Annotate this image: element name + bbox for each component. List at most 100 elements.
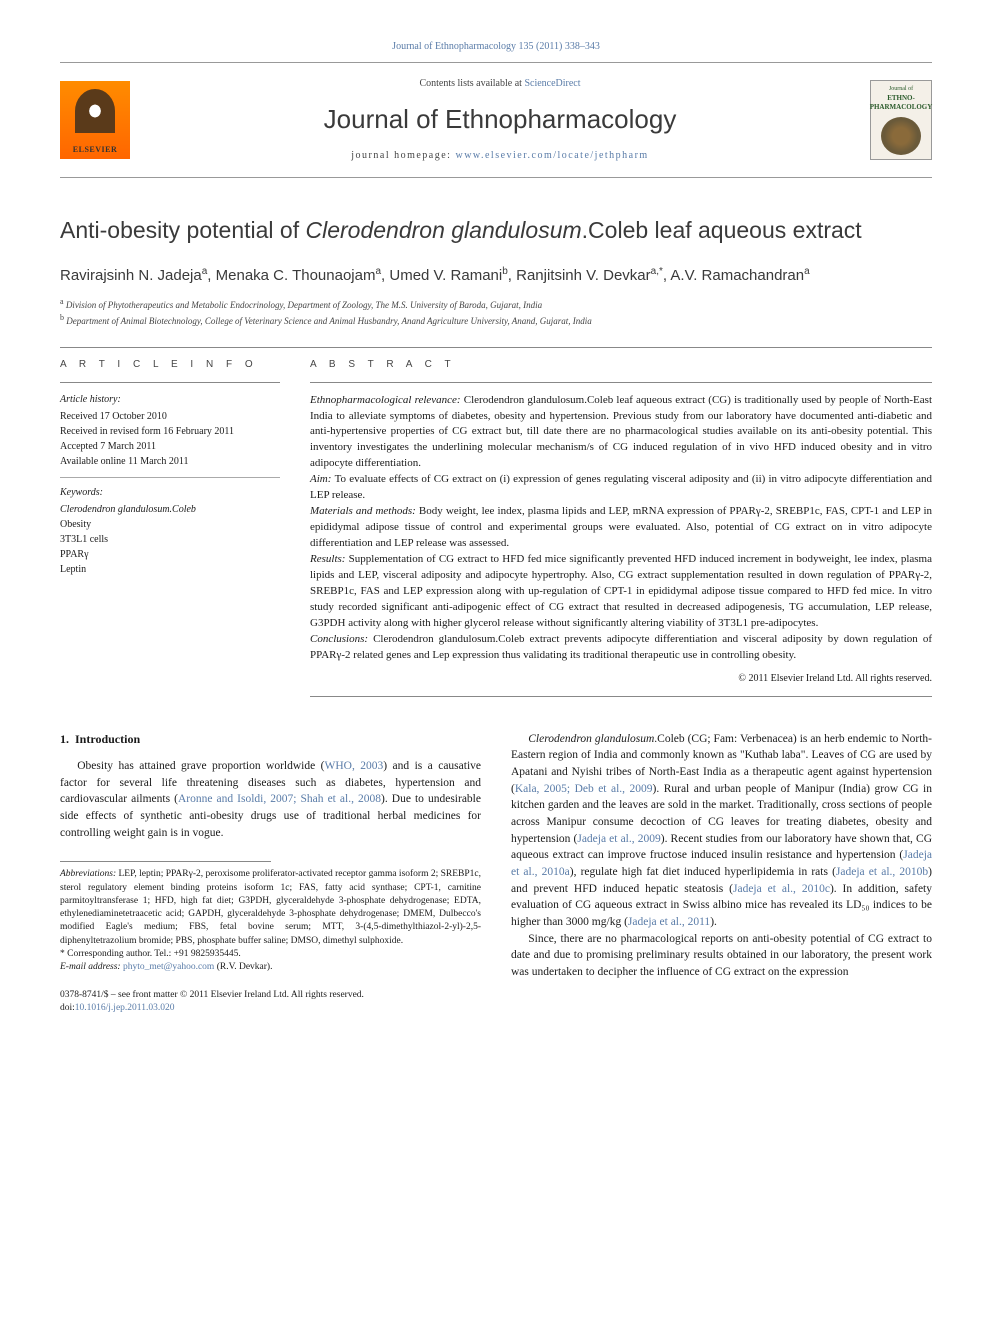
ref-jadeja-2010c[interactable]: Jadeja et al., 2010c	[733, 883, 830, 895]
article-title: Anti-obesity potential of Clerodendron g…	[60, 214, 932, 246]
keywords-block: Keywords: Clerodendron glandulosum.Coleb…	[60, 486, 280, 577]
sciencedirect-link[interactable]: ScienceDirect	[524, 78, 580, 89]
article-info-heading: A R T I C L E I N F O	[60, 358, 280, 372]
cover-image-icon	[881, 117, 921, 155]
issn-line: 0378-8741/$ – see front matter © 2011 El…	[60, 989, 481, 1002]
author-2-sup: a	[375, 266, 381, 277]
intro-paragraph-3: Since, there are no pharmacological repo…	[511, 931, 932, 981]
cover-label-1: Journal of	[889, 85, 913, 93]
footnotes-block: Abbreviations: LEP, leptin; PPARγ-2, per…	[60, 868, 481, 974]
ref-jadeja-2011[interactable]: Jadeja et al., 2011	[628, 916, 710, 928]
abstract-column: A B S T R A C T Ethnopharmacological rel…	[310, 358, 932, 707]
banner-center: Contents lists available at ScienceDirec…	[130, 77, 870, 163]
email-line: E-mail address: phyto_met@yahoo.com (R.V…	[60, 961, 481, 974]
intro-paragraph-1: Obesity has attained grave proportion wo…	[60, 758, 481, 841]
divider	[60, 347, 932, 348]
doi-line: doi:10.1016/j.jep.2011.03.020	[60, 1002, 481, 1015]
contents-line: Contents lists available at ScienceDirec…	[130, 77, 870, 91]
homepage-link[interactable]: www.elsevier.com/locate/jethpharm	[455, 150, 648, 161]
author-3-sup: b	[502, 266, 508, 277]
author-1-sup: a	[202, 266, 208, 277]
ref-jadeja-2009[interactable]: Jadeja et al., 2009	[577, 833, 660, 845]
keyword-1: Clerodendron glandulosum.Coleb	[60, 504, 196, 515]
cover-label-2: ETHNO-PHARMACOLOGY	[870, 94, 933, 114]
abbrev-label: Abbreviations:	[60, 869, 119, 879]
affil-a: Division of Phytotherapeutics and Metabo…	[66, 300, 542, 310]
email-label: E-mail address:	[60, 962, 123, 972]
p1-pre: Obesity has attained grave proportion wo…	[77, 760, 324, 772]
section-number: 1.	[60, 732, 69, 746]
conclusions-text: Clerodendron glandulosum.Coleb extract p…	[310, 633, 932, 661]
author-1: Ravirajsinh N. Jadeja	[60, 267, 202, 284]
abbrev-text: LEP, leptin; PPARγ-2, peroxisome prolife…	[60, 869, 481, 945]
title-species: Clerodendron glandulosum	[305, 217, 581, 243]
author-2: Menaka C. Thounaojam	[216, 267, 376, 284]
affil-a-sup: a	[60, 297, 64, 306]
relevance-label: Ethnopharmacological relevance:	[310, 394, 464, 406]
methods-label: Materials and methods:	[310, 505, 419, 517]
abstract-bottom-divider	[310, 696, 932, 697]
revised-date: Received in revised form 16 February 201…	[60, 424, 280, 439]
info-abstract-row: A R T I C L E I N F O Article history: R…	[60, 358, 932, 707]
title-pre: Anti-obesity potential of	[60, 217, 305, 243]
results-label: Results:	[310, 553, 349, 565]
p2-species: Clerodendron glandulosum	[528, 733, 654, 745]
author-5-sup: a	[804, 266, 810, 277]
aim-label: Aim:	[310, 473, 335, 485]
aim-text: To evaluate effects of CG extract on (i)…	[310, 473, 932, 501]
abstract-divider	[310, 382, 932, 383]
corresponding-author: * Corresponding author. Tel.: +91 982593…	[60, 948, 481, 961]
ref-who-2003[interactable]: WHO, 2003	[324, 760, 383, 772]
info-divider-1	[60, 382, 280, 383]
footer-block: 0378-8741/$ – see front matter © 2011 El…	[60, 989, 481, 1016]
journal-cover-thumbnail: Journal of ETHNO-PHARMACOLOGY	[870, 80, 932, 160]
elsevier-logo: ELSEVIER	[60, 81, 130, 159]
article-history-block: Article history: Received 17 October 201…	[60, 393, 280, 478]
affil-b: Department of Animal Biotechnology, Coll…	[66, 316, 592, 326]
author-4: Ranjitsinh V. Devkar	[516, 267, 651, 284]
body-column-left: 1. Introduction Obesity has attained gra…	[60, 731, 481, 1016]
citation-link[interactable]: Journal of Ethnopharmacology 135 (2011) …	[60, 40, 932, 54]
body-column-right: Clerodendron glandulosum.Coleb (CG; Fam:…	[511, 731, 932, 1016]
doi-label: doi:	[60, 1003, 75, 1013]
citation-text[interactable]: Journal of Ethnopharmacology 135 (2011) …	[392, 41, 600, 52]
ref-aronne-shah[interactable]: Aronne and Isoldi, 2007; Shah et al., 20…	[178, 793, 381, 805]
abstract-text: Ethnopharmacological relevance: Cleroden…	[310, 393, 932, 664]
title-post: .Coleb leaf aqueous extract	[582, 217, 862, 243]
corresponding-email[interactable]: phyto_met@yahoo.com	[123, 962, 214, 972]
intro-paragraph-2: Clerodendron glandulosum.Coleb (CG; Fam:…	[511, 731, 932, 931]
publisher-name: ELSEVIER	[73, 144, 117, 155]
abstract-copyright: © 2011 Elsevier Ireland Ltd. All rights …	[310, 672, 932, 686]
accepted-date: Accepted 7 March 2011	[60, 439, 280, 454]
abbreviations-footnote: Abbreviations: LEP, leptin; PPARγ-2, per…	[60, 868, 481, 948]
body-columns: 1. Introduction Obesity has attained gra…	[60, 731, 932, 1016]
p2-g: ).	[710, 916, 717, 928]
keyword-2: Obesity	[60, 517, 280, 532]
affiliations: a Division of Phytotherapeutics and Meta…	[60, 296, 932, 329]
article-info-column: A R T I C L E I N F O Article history: R…	[60, 358, 280, 707]
abstract-heading: A B S T R A C T	[310, 358, 932, 372]
results-text: Supplementation of CG extract to HFD fed…	[310, 553, 932, 629]
journal-banner: ELSEVIER Contents lists available at Sci…	[60, 62, 932, 178]
author-4-sup: a,*	[651, 266, 663, 277]
contents-prefix: Contents lists available at	[419, 78, 524, 89]
section-title: Introduction	[75, 732, 140, 746]
ref-jadeja-2010b[interactable]: Jadeja et al., 2010b	[836, 866, 928, 878]
history-label: Article history:	[60, 393, 280, 407]
keyword-3: 3T3L1 cells	[60, 532, 280, 547]
author-5: A.V. Ramachandran	[670, 267, 804, 284]
p2-d: ), regulate high fat diet induced hyperl…	[570, 866, 836, 878]
conclusions-label: Conclusions:	[310, 633, 373, 645]
author-list: Ravirajsinh N. Jadejaa, Menaka C. Thouna…	[60, 265, 932, 286]
keywords-label: Keywords:	[60, 486, 280, 500]
online-date: Available online 11 March 2011	[60, 454, 280, 469]
keyword-4: PPARγ	[60, 547, 280, 562]
ref-kala-deb[interactable]: Kala, 2005; Deb et al., 2009	[515, 783, 653, 795]
journal-homepage: journal homepage: www.elsevier.com/locat…	[130, 149, 870, 163]
homepage-prefix: journal homepage:	[351, 150, 455, 161]
received-date: Received 17 October 2010	[60, 409, 280, 424]
doi-link[interactable]: 10.1016/j.jep.2011.03.020	[75, 1003, 175, 1013]
footnote-separator	[60, 861, 271, 862]
author-3: Umed V. Ramani	[389, 267, 502, 284]
keyword-5: Leptin	[60, 562, 280, 577]
